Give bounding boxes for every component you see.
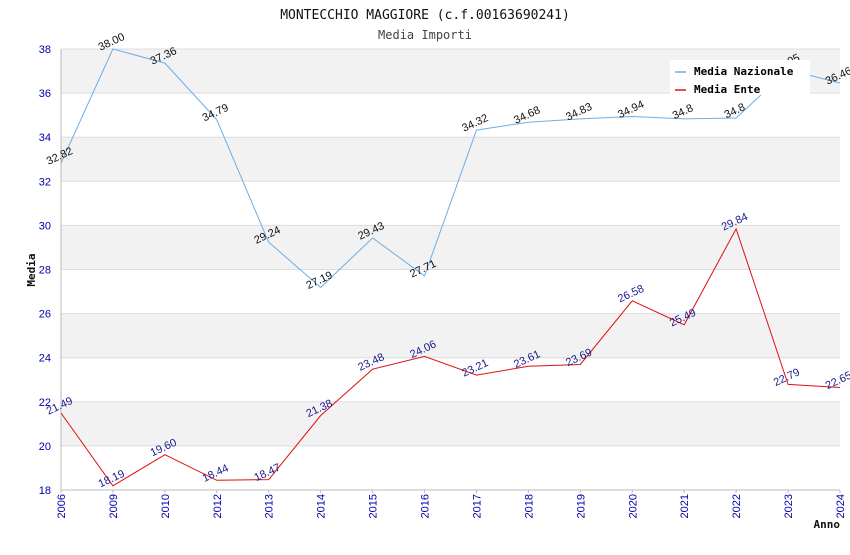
chart-title: MONTECCHIO MAGGIORE (c.f.00163690241) — [280, 8, 570, 23]
y-tick-label: 24 — [39, 353, 51, 365]
plot-band — [61, 401, 840, 446]
x-tick-label: 2024 — [835, 494, 847, 518]
series-lines — [60, 48, 841, 487]
x-tick-label: 2023 — [783, 494, 795, 518]
x-tick-label: 2017 — [471, 494, 483, 518]
series-line-media-nazionale — [60, 48, 841, 289]
x-axis-label: Anno — [814, 518, 841, 531]
x-tick-label: 2014 — [316, 494, 328, 518]
plot-band — [61, 357, 840, 402]
y-axis-label: Media — [25, 253, 38, 286]
plot-band — [61, 225, 840, 270]
y-tick-label: 34 — [39, 132, 51, 144]
y-tick-label: 30 — [39, 220, 51, 232]
y-tick-label: 20 — [39, 441, 51, 453]
y-tick-label: 28 — [39, 265, 51, 277]
x-tick-label: 2012 — [212, 494, 224, 518]
y-tick-label: 36 — [39, 88, 51, 100]
y-tick-label: 26 — [39, 309, 51, 321]
legend-label-media-ente: Media Ente — [694, 83, 761, 96]
plot-band — [61, 445, 840, 490]
y-tick-label: 18 — [39, 485, 51, 497]
x-tick-label: 2006 — [56, 494, 68, 518]
plot-band — [61, 313, 840, 358]
plot-bands — [61, 49, 840, 490]
legend-label-media-nazionale: Media Nazionale — [694, 65, 794, 78]
x-tick-label: 2015 — [368, 494, 380, 518]
x-tick-label: 2020 — [627, 494, 639, 518]
x-tick-label: 2009 — [108, 494, 120, 518]
plot-band — [61, 93, 840, 138]
x-tick-label: 2010 — [160, 494, 172, 518]
y-tick-label: 32 — [39, 176, 51, 188]
x-tick-label: 2019 — [575, 494, 587, 518]
plot-band — [61, 269, 840, 314]
x-tick-label: 2018 — [523, 494, 535, 518]
x-tick-label: 2016 — [420, 494, 432, 518]
y-tick-label: 22 — [39, 397, 51, 409]
x-tick-label: 2022 — [731, 494, 743, 518]
y-tick-label: 38 — [39, 44, 51, 56]
chart-subtitle: Media Importi — [378, 28, 472, 42]
plot-band — [61, 137, 840, 182]
x-tick-label: 2021 — [679, 494, 691, 518]
series-line-media-ente — [60, 227, 841, 487]
legend: Media Nazionale Media Ente — [670, 60, 810, 96]
legend-box — [670, 60, 810, 95]
x-tick-label: 2013 — [264, 494, 276, 518]
